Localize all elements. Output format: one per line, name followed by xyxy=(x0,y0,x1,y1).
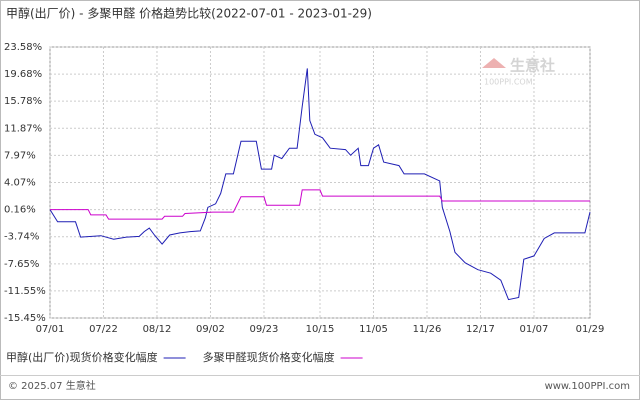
y-tick-label: 11.87% xyxy=(4,123,42,134)
y-tick-label: 23.58% xyxy=(4,42,42,53)
x-tick-label: 07/01 xyxy=(36,324,65,335)
x-tick-label: 01/07 xyxy=(520,324,549,335)
footer-left: © 2025.07 生意社 xyxy=(8,379,96,392)
x-tick-label: 11/26 xyxy=(413,324,442,335)
y-tick-label: -11.55% xyxy=(4,286,46,297)
watermark: 生意社 100PPI.COM xyxy=(482,57,555,87)
watermark-text: 生意社 xyxy=(510,57,555,75)
x-tick-label: 09/23 xyxy=(250,324,279,335)
y-tick-label: 7.97% xyxy=(4,150,36,161)
y-tick-label: -7.65% xyxy=(4,259,39,270)
x-tick-label: 08/12 xyxy=(143,324,172,335)
y-tick-label: 15.78% xyxy=(4,96,42,107)
y-tick-label: 4.07% xyxy=(4,177,36,188)
x-tick-label: 11/05 xyxy=(359,324,388,335)
y-tick-label: -15.45% xyxy=(4,313,46,324)
watermark-sub: 100PPI.COM xyxy=(484,78,533,87)
x-tick-label: 12/17 xyxy=(466,324,495,335)
x-tick-label: 01/29 xyxy=(576,324,605,335)
y-tick-label: 19.68% xyxy=(4,69,42,80)
legend-label: 多聚甲醛现货价格变化幅度 xyxy=(203,350,335,364)
series-line xyxy=(50,189,590,220)
y-tick-label: 0.16% xyxy=(4,205,36,216)
chart-title: 甲醇(出厂价) - 多聚甲醛 价格趋势比较(2022-07-01 - 2023-… xyxy=(6,6,372,21)
x-tick-label: 10/15 xyxy=(306,324,335,335)
x-tick-label: 09/02 xyxy=(196,324,225,335)
watermark-logo xyxy=(482,58,506,68)
legend-label: 甲醇(出厂价)现货价格变化幅度 xyxy=(6,350,158,364)
series-line xyxy=(49,68,591,301)
x-tick-label: 07/22 xyxy=(89,324,118,335)
footer-right: www.100PPI.com xyxy=(545,381,630,392)
y-tick-label: -3.74% xyxy=(4,232,39,243)
